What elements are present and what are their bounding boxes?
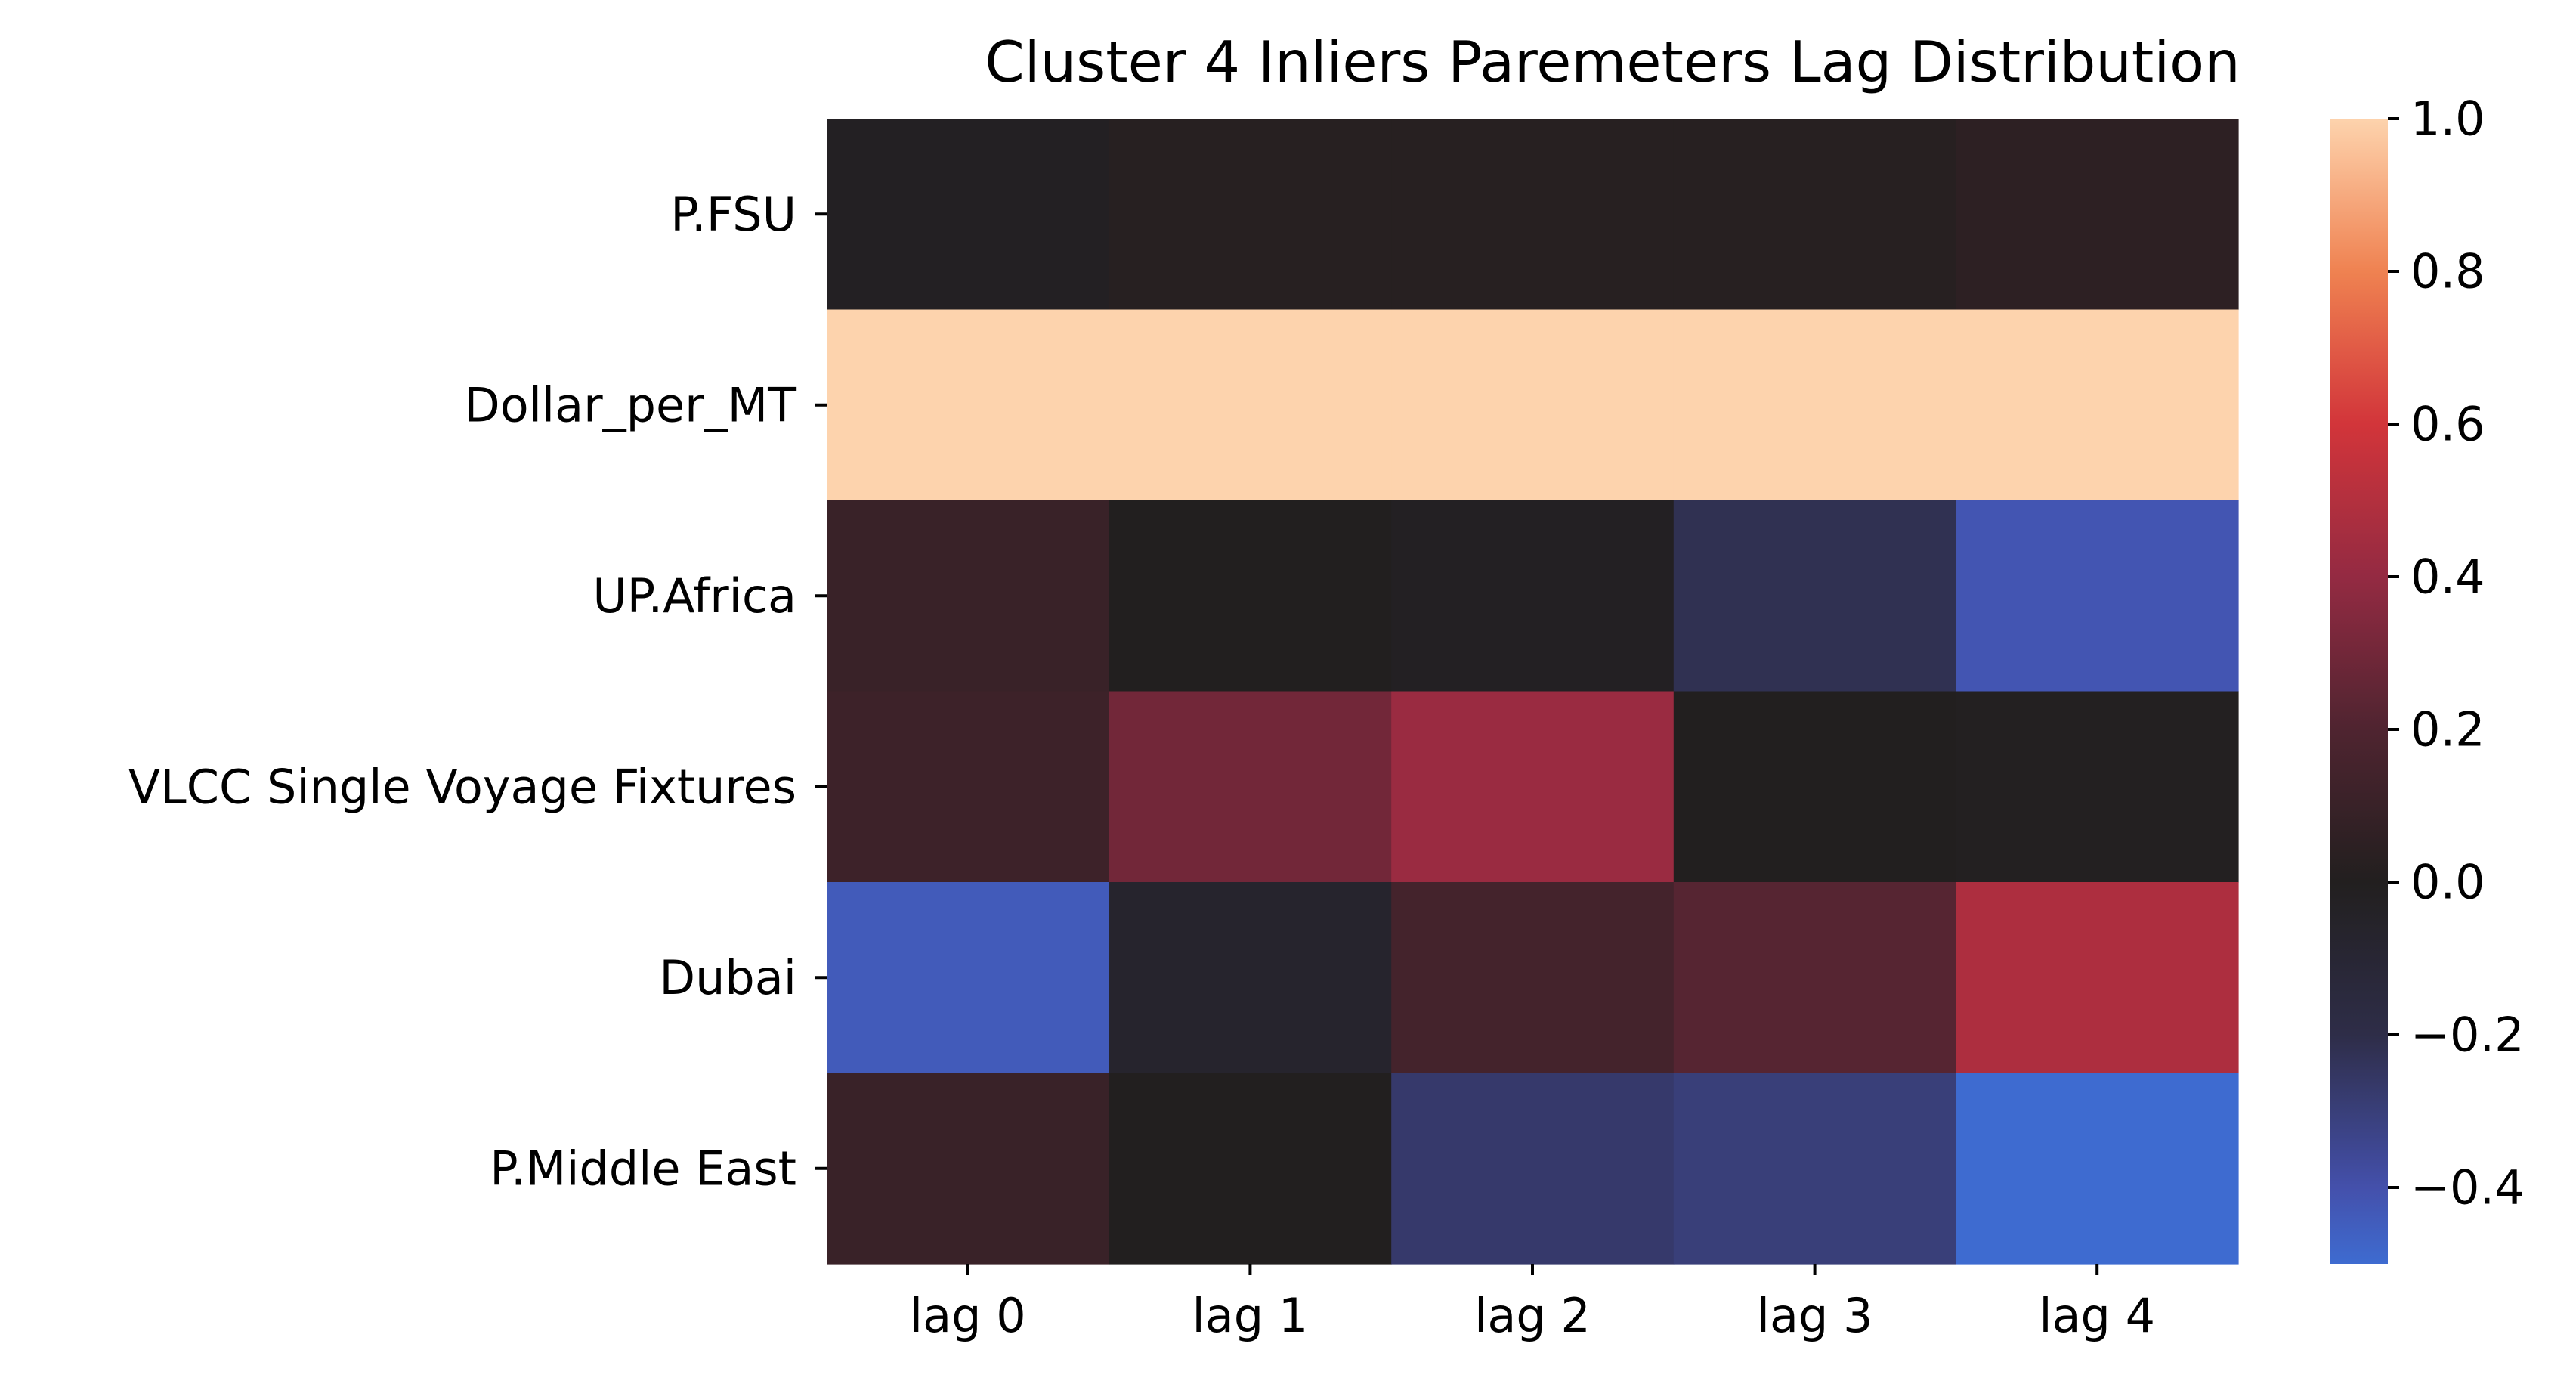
colorbar-tick-label: 0.2 (2411, 702, 2485, 757)
heatmap-cell (1109, 309, 1392, 501)
y-tick-label: VLCC Single Voyage Fixtures (128, 759, 796, 814)
colorbar-tick-label: 0.8 (2411, 244, 2485, 299)
colorbar-tick-label: −0.2 (2411, 1008, 2525, 1063)
heatmap-cell (1673, 119, 1956, 311)
heatmap-cell (1391, 500, 1675, 692)
heatmap-cell (1109, 882, 1392, 1074)
x-tick-label: lag 4 (2039, 1288, 2155, 1343)
y-axis-labels: P.FSU Dollar_per_MT UP.Africa VLCC Single V… (128, 187, 827, 1196)
colorbar-tick-label: 1.0 (2411, 91, 2485, 147)
heatmap-cell (1109, 119, 1392, 311)
heatmap-cell (1109, 1073, 1392, 1265)
heatmap-cell (1673, 309, 1956, 501)
y-tick-label: P.Middle East (490, 1141, 796, 1196)
heatmap-cell (1673, 1073, 1956, 1265)
colorbar (2330, 119, 2388, 1264)
heatmap-cell (1956, 691, 2239, 883)
x-tick-label: lag 2 (1474, 1288, 1591, 1343)
x-tick-label: lag 1 (1192, 1288, 1309, 1343)
y-tick-label: P.FSU (670, 187, 796, 242)
x-axis-labels: lag 0 lag 1 lag 2 lag 3 lag 4 (910, 1264, 2155, 1343)
x-tick-label: lag 3 (1757, 1288, 1873, 1343)
heatmap-cell (1391, 691, 1675, 883)
heatmap-cells (827, 119, 2239, 1265)
heatmap-cell (1956, 309, 2239, 501)
colorbar-tick-label: −0.4 (2411, 1160, 2525, 1215)
heatmap-cell (1391, 309, 1675, 501)
heatmap-cell (1109, 500, 1392, 692)
heatmap-cell (1673, 500, 1956, 692)
heatmap-cell (1956, 119, 2239, 311)
heatmap-cell (1109, 691, 1392, 883)
heatmap-cell (1956, 882, 2239, 1074)
y-tick-label: UP.Africa (592, 568, 796, 624)
heatmap-cell (1956, 1073, 2239, 1265)
y-tick-label: Dollar_per_MT (464, 377, 797, 432)
chart-title: Cluster 4 Inliers Paremeters Lag Distrib… (985, 29, 2240, 95)
colorbar-ticks: 1.0 0.8 0.6 0.4 0.2 0.0 −0.2 −0.4 (2388, 91, 2525, 1215)
heatmap-cell (1391, 1073, 1675, 1265)
heatmap-cell (1673, 882, 1956, 1074)
colorbar-tick-label: 0.0 (2411, 855, 2485, 910)
colorbar-gradient (2330, 119, 2388, 1264)
x-tick-label: lag 0 (910, 1288, 1026, 1343)
heatmap-cell (1391, 882, 1675, 1074)
colorbar-tick-label: 0.6 (2411, 397, 2485, 452)
heatmap-cell (827, 119, 1110, 311)
heatmap-cell (1673, 691, 1956, 883)
heatmap-cell (827, 309, 1110, 501)
y-tick-label: Dubai (659, 950, 796, 1005)
heatmap-cell (1391, 119, 1675, 311)
heatmap-cell (827, 1073, 1110, 1265)
heatmap-cell (827, 882, 1110, 1074)
heatmap-cell (1956, 500, 2239, 692)
heatmap-cell (827, 691, 1110, 883)
heatmap-cell (827, 500, 1110, 692)
colorbar-tick-label: 0.4 (2411, 550, 2485, 605)
